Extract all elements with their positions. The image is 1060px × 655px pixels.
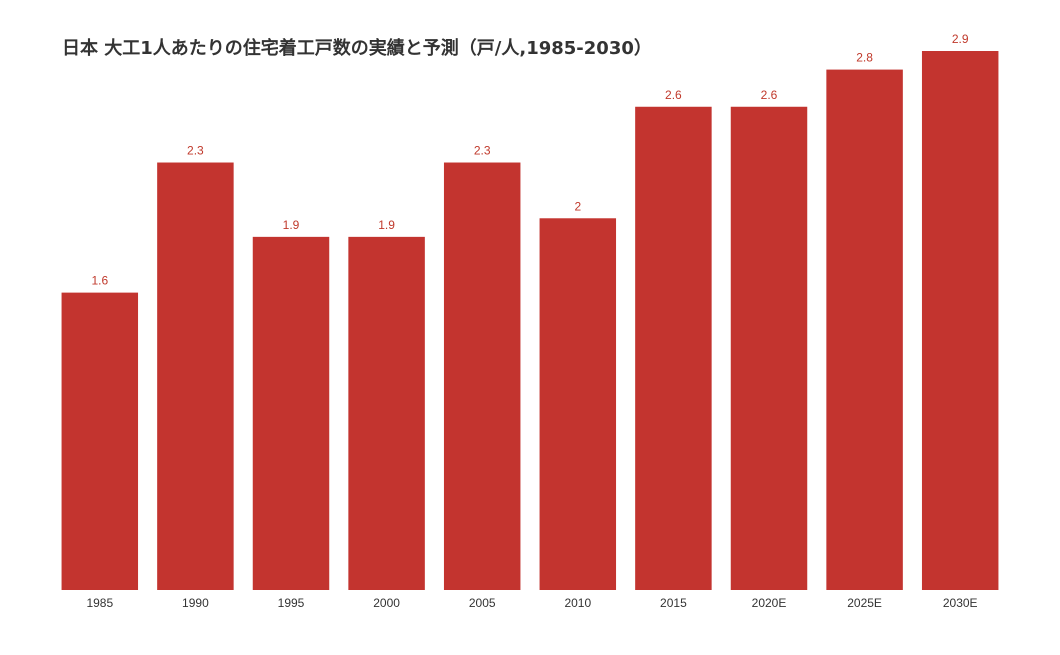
bar-1985	[61, 292, 139, 590]
value-labels-group: 1.6 2.3 1.9 1.9 2.3 2 2.6 2.6 2.8 2.9	[91, 32, 968, 288]
value-label-2030E: 2.9	[952, 32, 969, 46]
value-label-2025E: 2.8	[856, 51, 873, 65]
value-label-2015: 2.6	[665, 88, 682, 102]
bar-2005	[443, 162, 521, 590]
value-label-1995: 1.9	[283, 218, 300, 232]
x-tick-2020E: 2020E	[752, 596, 787, 610]
x-tick-2030E: 2030E	[943, 596, 978, 610]
x-tick-2025E: 2025E	[847, 596, 882, 610]
x-tick-1995: 1995	[278, 596, 305, 610]
x-axis-ticks: 1985 1990 1995 2000 2005 2010 2015 2020E 2025E 20…	[86, 596, 977, 610]
chart-title: 日本 大工1人あたりの住宅着工戸数の実績と予測（戸/人,1985-2030）	[62, 38, 652, 59]
bar-2030E	[921, 51, 999, 590]
x-tick-1985: 1985	[86, 596, 113, 610]
bar-2015	[635, 106, 712, 590]
x-tick-1990: 1990	[182, 596, 209, 610]
bar-2000	[348, 236, 425, 591]
bar-2025E	[826, 69, 903, 591]
bar-2020E	[730, 106, 808, 590]
x-tick-2015: 2015	[660, 596, 687, 610]
value-label-2010: 2	[574, 199, 581, 213]
value-label-1990: 2.3	[187, 144, 204, 158]
bar-1995	[252, 236, 330, 591]
value-label-2020E: 2.6	[761, 88, 778, 102]
value-label-1985: 1.6	[91, 274, 108, 288]
bars-group	[61, 51, 999, 591]
value-label-2005: 2.3	[474, 144, 491, 158]
bar-2010	[539, 218, 617, 590]
x-tick-2005: 2005	[469, 596, 496, 610]
x-tick-2000: 2000	[373, 596, 400, 610]
x-tick-2010: 2010	[564, 596, 591, 610]
value-label-2000: 1.9	[378, 218, 395, 232]
bar-1990	[157, 162, 234, 590]
